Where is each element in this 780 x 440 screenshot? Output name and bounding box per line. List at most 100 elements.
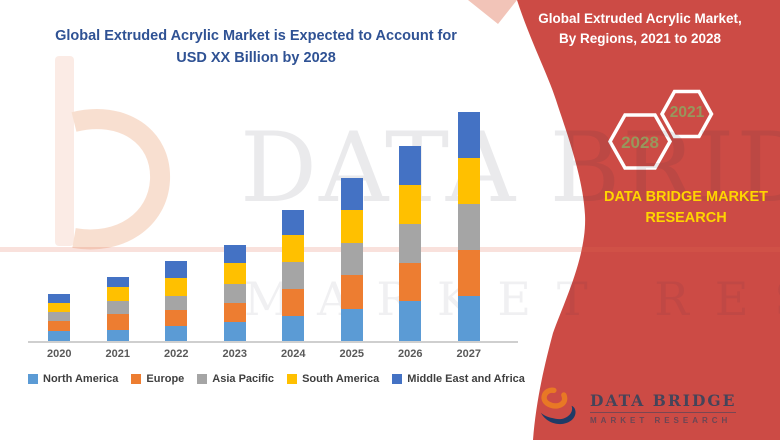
chart-title-line1: Global Extruded Acrylic Market is Expect… xyxy=(55,28,457,44)
bar-segment-middle-east-and-africa xyxy=(223,245,246,263)
hexagon-2028 xyxy=(607,113,673,170)
hexagon-year-2021: 2021 xyxy=(669,104,705,121)
chart-title-line2: USD XX Billion by 2028 xyxy=(176,50,336,67)
bar-segment-middle-east-and-africa xyxy=(282,210,305,235)
legend-label-south-america: South America xyxy=(302,373,380,385)
bar-2022 xyxy=(165,261,188,342)
banner-brand-line2: RESEARCH xyxy=(645,210,727,227)
banner-pink-wedge xyxy=(468,0,517,24)
bar-column-2020 xyxy=(30,0,89,342)
bar-segment-asia-pacific xyxy=(48,312,71,321)
bar-segment-north-america xyxy=(340,309,363,342)
watermark-underline-swoosh xyxy=(0,247,780,252)
bar-segment-asia-pacific xyxy=(223,284,246,303)
bar-segment-europe xyxy=(340,275,363,309)
bar-segment-asia-pacific xyxy=(399,224,422,263)
bar-segment-europe xyxy=(165,310,188,326)
legend-swatch-asia-pacific xyxy=(197,374,208,384)
legend-item-asia-pacific: Asia Pacific xyxy=(197,373,274,385)
banner-brand-line1: DATA BRIDGE MARKET xyxy=(603,189,769,205)
bar-segment-asia-pacific xyxy=(106,301,129,314)
dbmr-footer-logo: DATA BRIDGE MARKET RESEARCH xyxy=(537,386,737,430)
legend-label-north-america: North America xyxy=(43,373,119,385)
bar-segment-south-america xyxy=(340,210,363,243)
legend-item-south-america: South America xyxy=(287,373,379,385)
bar-segment-south-america xyxy=(223,263,246,284)
x-axis-label-2020: 2020 xyxy=(47,348,72,360)
bar-2027 xyxy=(457,112,480,342)
bar-segment-south-america xyxy=(165,278,188,296)
dbmr-logo-mark-icon xyxy=(540,387,576,425)
dbmr-logo-watermark xyxy=(55,56,170,250)
bar-2026 xyxy=(399,146,422,342)
bar-2024 xyxy=(282,210,305,342)
legend-swatch-middle-east-and-africa xyxy=(392,374,403,384)
bar-segment-north-america xyxy=(106,330,129,342)
footer-logo-divider xyxy=(590,412,737,413)
bar-segment-south-america xyxy=(48,303,71,312)
hexagon-2021 xyxy=(659,89,714,139)
chart-title: Global Extruded Acrylic Market is Expect… xyxy=(30,25,482,70)
x-axis-labels: 2020 2021 2022 2023 2024 2025 2026 2027 xyxy=(30,348,498,360)
chart-legend: North America Europe Asia Pacific South Ame… xyxy=(28,373,525,385)
footer-logo-name: DATA BRIDGE xyxy=(590,391,737,410)
bar-segment-south-america xyxy=(399,185,422,224)
bar-segment-europe xyxy=(106,314,129,330)
plot-area xyxy=(30,0,498,342)
legend-swatch-north-america xyxy=(28,374,38,384)
legend-swatch-europe xyxy=(131,374,142,384)
legend-item-north-america: North America xyxy=(28,373,118,385)
footer-logo-subtitle: MARKET RESEARCH xyxy=(590,416,732,425)
bar-segment-south-america xyxy=(457,158,480,204)
bar-column-2025 xyxy=(323,0,382,342)
bar-column-2023 xyxy=(206,0,265,342)
bar-segment-asia-pacific xyxy=(457,204,480,250)
bar-segment-asia-pacific xyxy=(165,296,188,310)
bar-column-2027 xyxy=(440,0,499,342)
bar-segment-europe xyxy=(457,250,480,296)
legend-label-europe: Europe xyxy=(146,373,185,385)
bar-2023 xyxy=(223,245,246,342)
x-axis-label-2027: 2027 xyxy=(456,348,481,360)
x-axis-label-2023: 2023 xyxy=(222,348,247,360)
bar-segment-north-america xyxy=(223,322,246,342)
bar-segment-europe xyxy=(399,263,422,301)
bar-segment-asia-pacific xyxy=(340,243,363,275)
bar-2025 xyxy=(340,178,363,342)
bar-segment-middle-east-and-africa xyxy=(340,178,363,210)
bar-segment-south-america xyxy=(282,235,305,262)
x-axis-label-2022: 2022 xyxy=(164,348,189,360)
legend-item-middle-east-and-africa: Middle East and Africa xyxy=(392,373,525,385)
x-axis-label-2025: 2025 xyxy=(339,348,364,360)
bar-2020 xyxy=(48,294,71,342)
legend-swatch-south-america xyxy=(287,374,298,384)
bar-segment-north-america xyxy=(457,296,480,342)
banner-heading: Global Extruded Acrylic Market, By Regio… xyxy=(520,9,760,50)
bar-segment-south-america xyxy=(106,287,129,301)
banner-brand-text: DATA BRIDGE MARKET RESEARCH xyxy=(593,187,779,229)
x-axis-label-2021: 2021 xyxy=(105,348,130,360)
bar-segment-north-america xyxy=(282,316,305,342)
bar-column-2026 xyxy=(381,0,440,342)
watermark-text-data-bridge: DATA BRIDGE xyxy=(240,112,780,224)
bar-segment-middle-east-and-africa xyxy=(457,112,480,158)
bar-segment-europe xyxy=(48,321,71,331)
bar-column-2022 xyxy=(147,0,206,342)
hexagon-year-2028: 2028 xyxy=(621,133,659,152)
bar-segment-north-america xyxy=(165,326,188,342)
banner-heading-line2: By Regions, 2021 to 2028 xyxy=(558,31,722,47)
bar-column-2024 xyxy=(264,0,323,342)
bar-2021 xyxy=(106,277,129,342)
bar-segment-middle-east-and-africa xyxy=(106,277,129,287)
bar-segment-middle-east-and-africa xyxy=(399,146,422,185)
x-axis-label-2026: 2026 xyxy=(398,348,423,360)
legend-item-europe: Europe xyxy=(131,373,184,385)
watermark-text-market-research: MARKET RESEARCH xyxy=(244,272,780,326)
bar-segment-north-america xyxy=(399,301,422,342)
x-axis-label-2024: 2024 xyxy=(281,348,306,360)
bar-segment-middle-east-and-africa xyxy=(48,294,71,303)
bar-segment-north-america xyxy=(48,331,71,342)
bar-column-2021 xyxy=(89,0,148,342)
bar-segment-middle-east-and-africa xyxy=(165,261,188,278)
